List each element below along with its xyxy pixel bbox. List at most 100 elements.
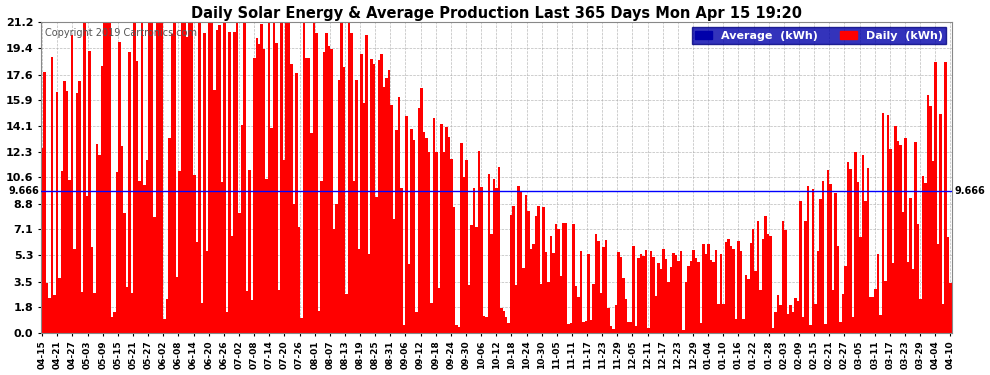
Bar xyxy=(408,264,410,333)
Bar xyxy=(403,325,405,333)
Bar xyxy=(265,179,268,333)
Bar xyxy=(902,212,904,333)
Bar xyxy=(644,250,647,333)
Bar xyxy=(196,242,198,333)
Bar xyxy=(153,217,155,333)
Bar xyxy=(155,22,158,333)
Bar xyxy=(525,195,528,333)
Bar xyxy=(842,294,844,333)
Bar xyxy=(697,262,700,333)
Bar xyxy=(767,234,769,333)
Bar xyxy=(388,70,390,333)
Bar xyxy=(935,62,937,333)
Bar xyxy=(295,73,298,333)
Bar xyxy=(193,175,196,333)
Bar xyxy=(168,138,170,333)
Bar xyxy=(393,219,395,333)
Bar xyxy=(71,35,73,333)
Bar xyxy=(158,22,160,333)
Bar xyxy=(815,304,817,333)
Bar xyxy=(61,171,63,333)
Bar xyxy=(949,283,951,333)
Bar xyxy=(260,24,263,333)
Bar xyxy=(757,221,759,333)
Bar xyxy=(305,58,308,333)
Bar xyxy=(592,284,595,333)
Bar xyxy=(233,32,236,333)
Bar xyxy=(705,254,707,333)
Bar xyxy=(932,161,935,333)
Bar xyxy=(73,249,76,333)
Bar xyxy=(662,249,664,333)
Bar xyxy=(919,300,922,333)
Bar xyxy=(467,285,470,333)
Bar xyxy=(625,299,628,333)
Bar xyxy=(784,230,787,333)
Bar xyxy=(677,261,680,333)
Bar xyxy=(465,160,467,333)
Bar xyxy=(764,216,767,333)
Bar xyxy=(170,34,173,333)
Bar xyxy=(827,170,830,333)
Bar xyxy=(628,322,630,333)
Bar xyxy=(674,255,677,333)
Bar xyxy=(373,64,375,333)
Bar xyxy=(669,267,672,333)
Bar xyxy=(413,140,415,333)
Bar xyxy=(293,204,295,333)
Bar xyxy=(341,22,343,333)
Bar xyxy=(867,168,869,333)
Bar xyxy=(879,315,882,333)
Bar xyxy=(81,292,83,333)
Bar xyxy=(331,49,333,333)
Bar xyxy=(503,310,505,333)
Bar xyxy=(830,184,832,333)
Bar xyxy=(864,201,867,333)
Bar xyxy=(547,282,549,333)
Bar xyxy=(640,254,643,333)
Bar xyxy=(198,22,201,333)
Bar xyxy=(754,271,757,333)
Bar xyxy=(336,204,338,333)
Bar xyxy=(308,58,311,333)
Bar xyxy=(882,113,884,333)
Bar xyxy=(83,23,86,333)
Bar xyxy=(894,126,897,333)
Bar xyxy=(565,223,567,333)
Bar xyxy=(549,237,552,333)
Bar xyxy=(500,308,503,333)
Bar xyxy=(283,160,285,333)
Bar xyxy=(744,275,747,333)
Bar xyxy=(712,262,715,333)
Bar xyxy=(657,263,659,333)
Bar xyxy=(846,162,849,333)
Bar xyxy=(590,320,592,333)
Bar xyxy=(375,197,378,333)
Bar xyxy=(538,206,540,333)
Bar xyxy=(647,328,649,333)
Bar xyxy=(53,295,55,333)
Bar xyxy=(447,137,450,333)
Bar xyxy=(288,22,290,333)
Bar xyxy=(98,156,101,333)
Bar xyxy=(173,22,175,333)
Bar xyxy=(211,22,213,333)
Bar xyxy=(523,268,525,333)
Bar xyxy=(552,253,555,333)
Bar xyxy=(720,254,722,333)
Bar xyxy=(633,246,635,333)
Bar xyxy=(383,87,385,333)
Bar xyxy=(493,179,495,333)
Bar xyxy=(441,124,443,333)
Bar xyxy=(221,182,223,333)
Bar xyxy=(116,172,118,333)
Bar xyxy=(737,241,740,333)
Bar xyxy=(111,317,113,333)
Bar xyxy=(774,312,777,333)
Bar xyxy=(927,95,930,333)
Bar xyxy=(607,308,610,333)
Bar xyxy=(78,81,81,333)
Bar xyxy=(528,211,530,333)
Bar xyxy=(722,304,725,333)
Bar xyxy=(93,292,96,333)
